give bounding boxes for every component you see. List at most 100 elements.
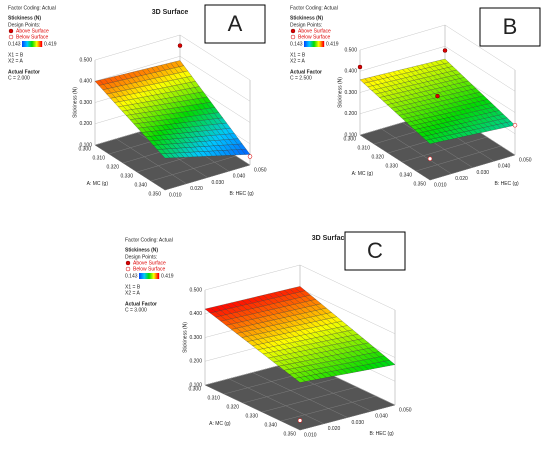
actual-factor-label: Actual Factor bbox=[125, 301, 157, 307]
colorbar-cell bbox=[37, 41, 39, 47]
z-tick-label: 0.300 bbox=[344, 90, 357, 96]
colorbar-cell bbox=[25, 41, 27, 47]
x-tick-label: 0.030 bbox=[212, 180, 225, 186]
colorbar-cell bbox=[34, 41, 36, 47]
x-tick-label: 0.020 bbox=[455, 176, 468, 182]
floor-grid-line bbox=[280, 395, 377, 422]
colorbar-cell bbox=[39, 41, 41, 47]
y-tick-label: 0.340 bbox=[134, 182, 147, 188]
design-point bbox=[512, 123, 518, 128]
coding: X1 = B bbox=[125, 284, 141, 290]
x-tick-label: 0.050 bbox=[519, 157, 532, 163]
legend-below: Below Surface bbox=[16, 34, 48, 40]
y-tick-label: 0.320 bbox=[106, 164, 119, 170]
colorbar-cell bbox=[148, 273, 150, 279]
floor-grid-line bbox=[299, 404, 396, 431]
colorbar-cell bbox=[316, 41, 318, 47]
wall-grid-line bbox=[94, 56, 251, 102]
floor-grid-line bbox=[242, 377, 339, 404]
colorbar-cell bbox=[310, 41, 312, 47]
floor-grid-line bbox=[261, 386, 358, 413]
colorbar-cell bbox=[319, 41, 321, 47]
y-tick-label: 0.330 bbox=[385, 163, 398, 169]
colorbar-max: 0.419 bbox=[326, 41, 339, 47]
colorbar-cell bbox=[27, 41, 29, 47]
floor-grid-line bbox=[359, 134, 431, 181]
colorbar-cell bbox=[36, 41, 38, 47]
colorbar-cell bbox=[158, 273, 160, 279]
legend-above: Above Surface bbox=[298, 28, 331, 34]
surface-cell bbox=[160, 153, 170, 159]
legend-below: Below Surface bbox=[133, 266, 165, 272]
floor-grid-line bbox=[164, 164, 251, 191]
colorbar-cell bbox=[154, 273, 156, 279]
x-tick-label: 0.010 bbox=[434, 182, 447, 188]
y-tick-label: 0.340 bbox=[264, 422, 277, 428]
y-tick-label: 0.350 bbox=[413, 181, 426, 187]
z-tick-label: 0.100 bbox=[344, 132, 357, 138]
colorbar-cell bbox=[144, 273, 146, 279]
surface-cell bbox=[294, 377, 306, 383]
colorbar-cell bbox=[315, 41, 317, 47]
y-tick-label: 0.320 bbox=[226, 404, 239, 410]
y-tick-label: 0.320 bbox=[371, 154, 384, 160]
panel-label: C bbox=[367, 238, 383, 263]
design-point bbox=[297, 418, 303, 423]
y-tick-label: 0.350 bbox=[148, 191, 161, 197]
colorbar-cell bbox=[305, 41, 307, 47]
colorbar-cell bbox=[313, 41, 315, 47]
colorbar-cell bbox=[33, 41, 35, 47]
actual-factor: C = 2.000 bbox=[8, 75, 30, 81]
z-tick-label: 0.500 bbox=[189, 287, 202, 293]
z-tick-label: 0.400 bbox=[79, 79, 92, 85]
colorbar-cell bbox=[311, 41, 313, 47]
chart-title: 3D Surface bbox=[152, 9, 189, 16]
design-point bbox=[442, 48, 448, 53]
colorbar-cell bbox=[32, 41, 34, 47]
legend-below-marker bbox=[125, 266, 131, 272]
colorbar-cell bbox=[150, 273, 152, 279]
colorbar-cell bbox=[153, 273, 155, 279]
design-point bbox=[177, 43, 183, 48]
z-axis-label: Stickiness (N) bbox=[72, 87, 78, 118]
z-tick-label: 0.400 bbox=[344, 69, 357, 75]
factor-coding: Factor Coding: Actual bbox=[125, 237, 173, 243]
x-tick-label: 0.030 bbox=[477, 170, 490, 176]
colorbar-cell bbox=[139, 273, 141, 279]
floor-grid-line bbox=[402, 122, 473, 168]
y-tick-label: 0.310 bbox=[92, 155, 105, 161]
actual-factor: C = 3.000 bbox=[125, 307, 147, 313]
x-tick-label: 0.040 bbox=[498, 164, 511, 170]
colorbar-cell bbox=[22, 41, 24, 47]
x-tick-label: 0.040 bbox=[233, 174, 246, 180]
y-tick-label: 0.300 bbox=[188, 386, 201, 392]
panel-label-box bbox=[479, 7, 541, 47]
floor-grid-line bbox=[94, 144, 166, 191]
colorbar-cell bbox=[143, 273, 145, 279]
coding: X1 = B bbox=[8, 52, 24, 58]
x-tick-label: 0.020 bbox=[190, 186, 203, 192]
colorbar-cell bbox=[147, 273, 149, 279]
x-tick-label: 0.040 bbox=[375, 414, 388, 420]
y-tick-label: 0.300 bbox=[78, 146, 91, 152]
panel-label-box bbox=[344, 231, 406, 271]
design-point bbox=[357, 64, 363, 70]
z-axis-label: Stickiness (N) bbox=[182, 322, 188, 353]
legend-above-marker bbox=[125, 260, 131, 266]
coding: X1 = B bbox=[290, 52, 306, 58]
colorbar-cell bbox=[141, 273, 143, 279]
colorbar-cell bbox=[312, 41, 314, 47]
floor-grid-line bbox=[415, 145, 502, 172]
colorbar-cell bbox=[29, 41, 31, 47]
legend-above: Above Surface bbox=[133, 260, 166, 266]
actual-factor-label: Actual Factor bbox=[8, 69, 40, 75]
colorbar-cell bbox=[26, 41, 28, 47]
z-tick-label: 0.100 bbox=[189, 382, 202, 388]
colorbar-cell bbox=[317, 41, 319, 47]
colorbar-cell bbox=[149, 273, 151, 279]
colorbar-cell bbox=[157, 273, 159, 279]
colorbar-cell bbox=[30, 41, 32, 47]
colorbar-max: 0.419 bbox=[161, 273, 174, 279]
